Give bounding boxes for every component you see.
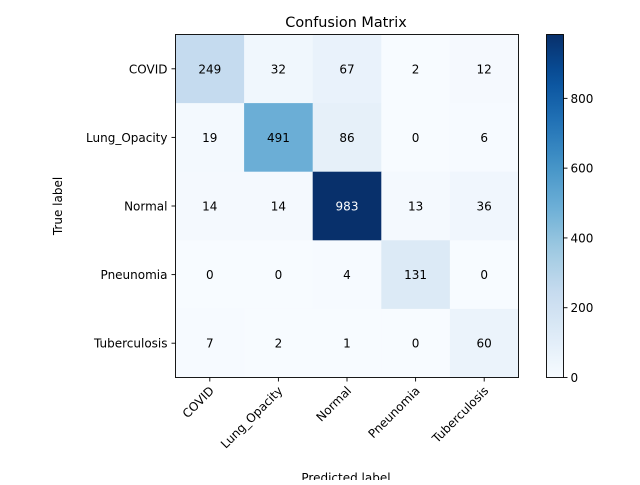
cell-value-label: 491 — [267, 131, 290, 145]
cell-value-label: 1 — [343, 337, 351, 351]
heatmap-cell — [381, 308, 451, 378]
cell-value-label: 0 — [206, 268, 214, 282]
heatmap-cell — [449, 240, 519, 310]
heatmap-cell — [244, 171, 314, 241]
cell-value-label: 6 — [480, 131, 488, 145]
heatmap-cell — [312, 34, 382, 104]
heatmap-cell — [312, 308, 382, 378]
x-axis-ticks: COVID Lung_Opacity Normal Pneunomia Tubercul… — [180, 377, 492, 452]
cell-value-label: 19 — [202, 131, 217, 145]
heatmap-cell — [175, 240, 245, 310]
cell-value-label: 36 — [477, 200, 492, 214]
x-tick-label: Lung_Opacity — [218, 384, 286, 452]
heatmap-cell — [381, 171, 451, 241]
y-tick-label: COVID — [129, 62, 168, 76]
colorbar-tick-label: 600 — [571, 162, 594, 176]
cell-value-label: 60 — [477, 337, 492, 351]
chart-title: Confusion Matrix — [285, 15, 407, 31]
x-tick-label: COVID — [180, 384, 217, 421]
heatmap-cell — [175, 103, 245, 173]
y-tick-label: Normal — [124, 200, 167, 214]
heatmap-cells — [175, 34, 519, 378]
cell-value-label: 32 — [271, 62, 286, 76]
cell-value-label: 14 — [271, 200, 286, 214]
y-tick-label: Lung_Opacity — [86, 131, 167, 145]
heatmap-cell — [312, 171, 382, 241]
cell-value-label: 2 — [412, 62, 420, 76]
x-tick-label: Pneunomia — [365, 384, 422, 441]
cell-value-label: 13 — [408, 200, 423, 214]
heatmap-cell-labels: 249 32 67 2 12 19 491 86 0 6 14 14 983 13 36 0 0 4 131 0 7 2 1… — [198, 62, 491, 350]
x-tick-label: Tuberculosis — [429, 384, 492, 447]
heatmap-cell — [244, 103, 314, 173]
cell-value-label: 86 — [339, 131, 354, 145]
y-tick-label: Pneunomia — [101, 268, 168, 282]
y-axis-label: True label — [51, 177, 65, 236]
colorbar-tick-label: 800 — [571, 92, 594, 106]
x-tick-label: Normal — [314, 384, 355, 425]
heatmap-cell — [449, 103, 519, 173]
cell-value-label: 0 — [275, 268, 283, 282]
heatmap-cell — [449, 34, 519, 104]
cell-value-label: 0 — [480, 268, 488, 282]
heatmap-cell — [175, 308, 245, 378]
heatmap-cell — [175, 171, 245, 241]
colorbar-tick-label: 0 — [571, 371, 579, 385]
cell-value-label: 4 — [343, 268, 351, 282]
cell-value-label: 0 — [412, 131, 420, 145]
heatmap-cell — [175, 34, 245, 104]
cell-value-label: 983 — [336, 200, 359, 214]
cell-value-label: 67 — [339, 62, 354, 76]
cell-value-label: 7 — [206, 337, 214, 351]
heatmap-cell — [449, 171, 519, 241]
heatmap-cell — [244, 240, 314, 310]
x-axis-label: Predicted label — [301, 471, 390, 480]
cell-value-label: 12 — [477, 62, 492, 76]
cell-value-label: 2 — [275, 337, 283, 351]
cell-value-label: 131 — [404, 268, 427, 282]
colorbar-tick-label: 200 — [571, 301, 594, 315]
heatmap-cell — [381, 34, 451, 104]
cell-value-label: 249 — [198, 62, 221, 76]
heatmap-cell — [449, 308, 519, 378]
heatmap-cell — [381, 103, 451, 173]
heatmap-cell — [381, 240, 451, 310]
cell-value-label: 14 — [202, 200, 217, 214]
heatmap-cell — [244, 308, 314, 378]
heatmap-cell — [312, 103, 382, 173]
colorbar-tick-label: 400 — [571, 231, 594, 245]
colorbar: 0 200 400 600 800 — [546, 34, 594, 385]
heatmap-cell — [244, 34, 314, 104]
y-axis-ticks: COVID Lung_Opacity Normal Pneunomia Tubercul… — [86, 62, 176, 351]
cell-value-label: 0 — [412, 337, 420, 351]
y-tick-label: Tuberculosis — [93, 337, 168, 351]
heatmap-cell — [312, 240, 382, 310]
colorbar-gradient — [546, 34, 564, 378]
